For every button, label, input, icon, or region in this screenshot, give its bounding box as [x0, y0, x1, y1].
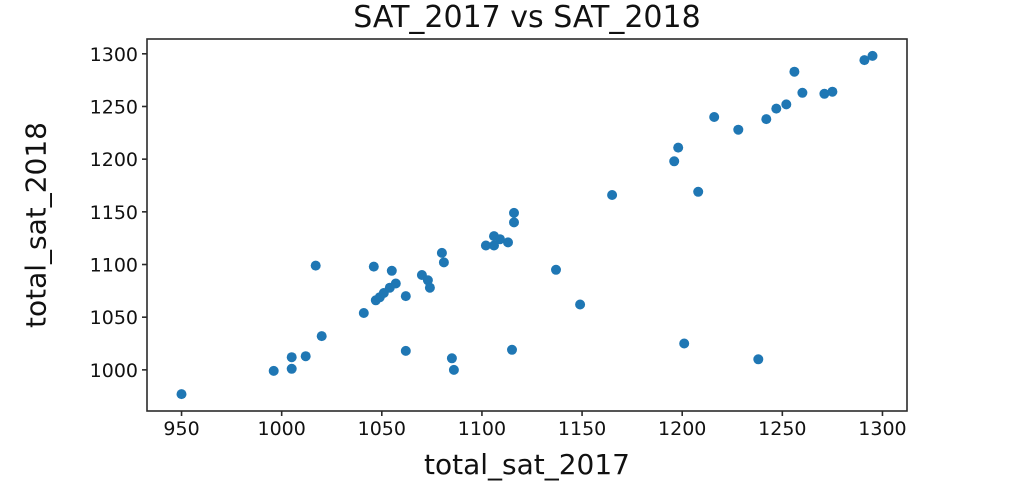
data-point [551, 264, 561, 275]
data-point [286, 363, 297, 374]
x-tick-label: 1200 [658, 418, 706, 440]
data-point [448, 364, 459, 375]
y-tick-label: 1100 [90, 255, 138, 277]
data-point [368, 261, 379, 272]
x-axis-label: total_sat_2017 [423, 448, 630, 481]
data-point [575, 299, 586, 310]
data-point [789, 66, 800, 77]
y-tick-label: 1150 [90, 202, 138, 224]
x-tick-label: 1300 [858, 418, 906, 440]
data-point [709, 112, 720, 122]
data-point [859, 55, 870, 66]
data-point [507, 344, 517, 355]
data-point [495, 234, 505, 245]
data-point [300, 351, 311, 362]
x-tick-label: 950 [163, 418, 199, 440]
data-point [827, 86, 838, 97]
data-point [358, 308, 369, 318]
x-tick-label: 1050 [358, 418, 406, 440]
data-point [673, 142, 684, 153]
data-point [509, 207, 519, 218]
x-tick-label: 1000 [257, 418, 305, 440]
data-point [446, 353, 457, 364]
data-point [797, 87, 808, 98]
data-point [679, 338, 690, 349]
data-point [268, 365, 279, 376]
data-point [316, 331, 327, 342]
data-point [607, 190, 618, 200]
x-tick-label: 1250 [758, 418, 806, 440]
data-point [489, 240, 499, 251]
y-tick-label: 1200 [90, 149, 138, 171]
data-point [867, 50, 878, 61]
data-point [390, 278, 401, 289]
data-point [509, 217, 519, 228]
y-tick-label: 1000 [90, 360, 138, 382]
data-point [733, 124, 744, 135]
data-point [480, 240, 491, 251]
y-tick-label: 1300 [90, 44, 138, 66]
data-point [310, 260, 321, 271]
data-point [669, 156, 680, 167]
data-point [400, 345, 411, 356]
data-point [286, 352, 297, 363]
data-point [771, 103, 782, 114]
y-tick-label: 1050 [90, 307, 138, 329]
x-tick-label: 1100 [458, 418, 506, 440]
x-tick-label: 1150 [558, 418, 606, 440]
data-point [424, 282, 435, 293]
data-point [819, 88, 830, 99]
data-point [438, 257, 449, 268]
data-point [400, 291, 411, 302]
data-point [753, 354, 764, 365]
data-point [386, 265, 397, 276]
axes-spines [146, 38, 908, 412]
y-tick-label: 1250 [90, 96, 138, 118]
data-point [761, 114, 772, 125]
data-point [176, 389, 187, 400]
chart-title: SAT_2017 vs SAT_2018 [353, 0, 701, 35]
data-point [436, 247, 447, 258]
data-point [693, 186, 704, 197]
data-point [781, 99, 792, 110]
data-point [503, 237, 513, 248]
